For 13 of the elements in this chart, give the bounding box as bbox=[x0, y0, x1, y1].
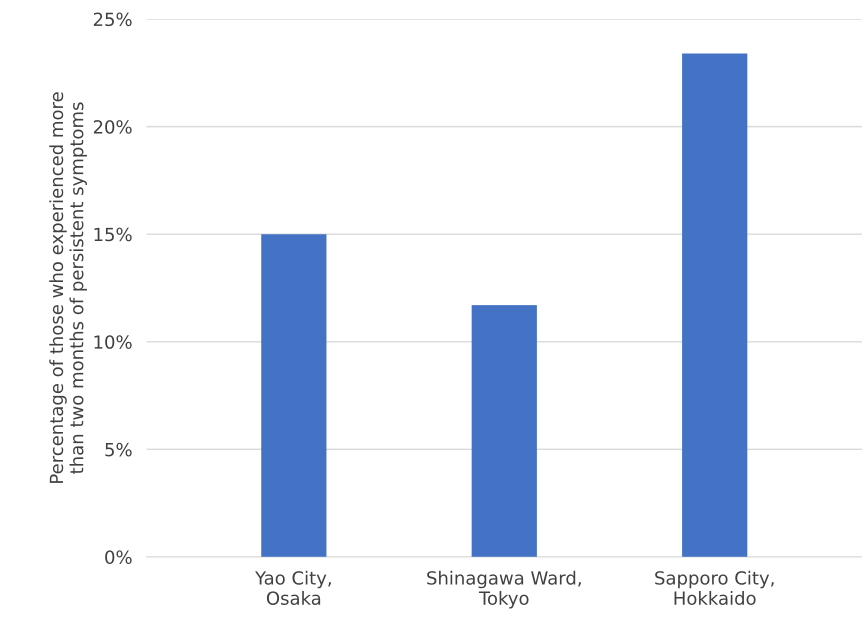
y-tick-label: 25% bbox=[94, 12, 132, 26]
x-tick-label: Sapporo City, Hokkaido bbox=[655, 570, 774, 605]
y-axis-title: Percentage of those who experienced more than two months of persistent symptoms bbox=[49, 92, 87, 483]
y-tick-label: 0% bbox=[105, 550, 132, 564]
x-tick-label: Yao City, Osaka bbox=[255, 570, 331, 605]
bar bbox=[472, 305, 537, 557]
y-tick-label: 20% bbox=[94, 120, 132, 134]
y-tick-label: 5% bbox=[105, 442, 132, 456]
bar bbox=[261, 234, 326, 557]
bar bbox=[682, 53, 748, 557]
y-tick-label: 15% bbox=[94, 228, 132, 242]
y-tick-label: 10% bbox=[94, 335, 132, 349]
x-tick-label: Shinagawa Ward, Tokyo bbox=[427, 570, 581, 608]
